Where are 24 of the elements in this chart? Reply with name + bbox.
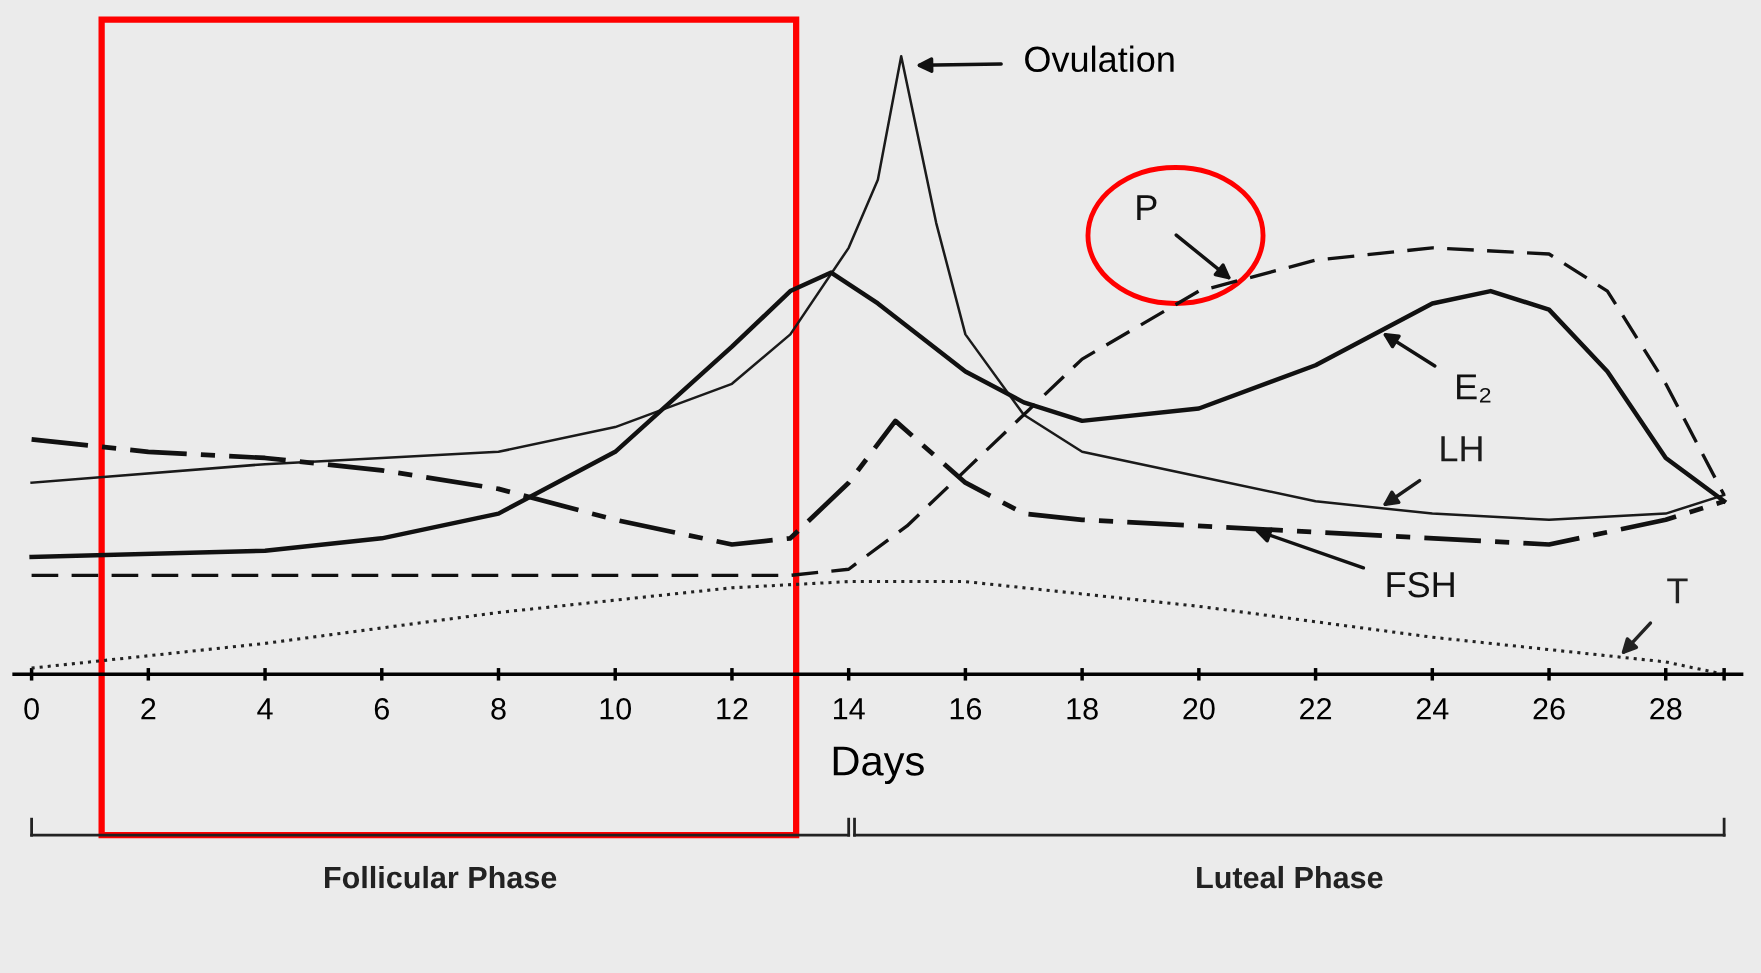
x-tick-label: 6 [374,698,389,720]
x-tick-label: 28 [1650,698,1682,720]
annotation: Ovulation [1025,45,1174,73]
text: P [1137,195,1157,221]
x-tick-label: 2 [141,698,156,720]
x-tick-label: 18 [1067,698,1098,720]
x-tick-label: 22 [1300,698,1332,720]
x-tick-label: 4 [257,698,273,720]
series-label: FSH [1387,571,1454,598]
x-tick-label: 14 [834,698,865,720]
x-tick-label: 24 [1416,698,1449,720]
x-axis-title: Days [833,746,924,784]
x-tick-label: 10 [600,698,632,720]
text: Follicular Phase [325,865,557,889]
text: Luteal Phase [1197,865,1383,889]
series-label: LH [1441,436,1482,462]
text: E₂ [1457,374,1491,403]
x-tick-label: 8 [491,698,506,720]
x-tick-label: 26 [1533,698,1565,720]
x-tick-label: 0 [24,698,39,720]
x-tick-label: 16 [950,698,982,720]
series-label: T [1667,578,1688,604]
x-tick-label: 20 [1183,698,1215,720]
x-tick-label: 12 [717,698,748,720]
